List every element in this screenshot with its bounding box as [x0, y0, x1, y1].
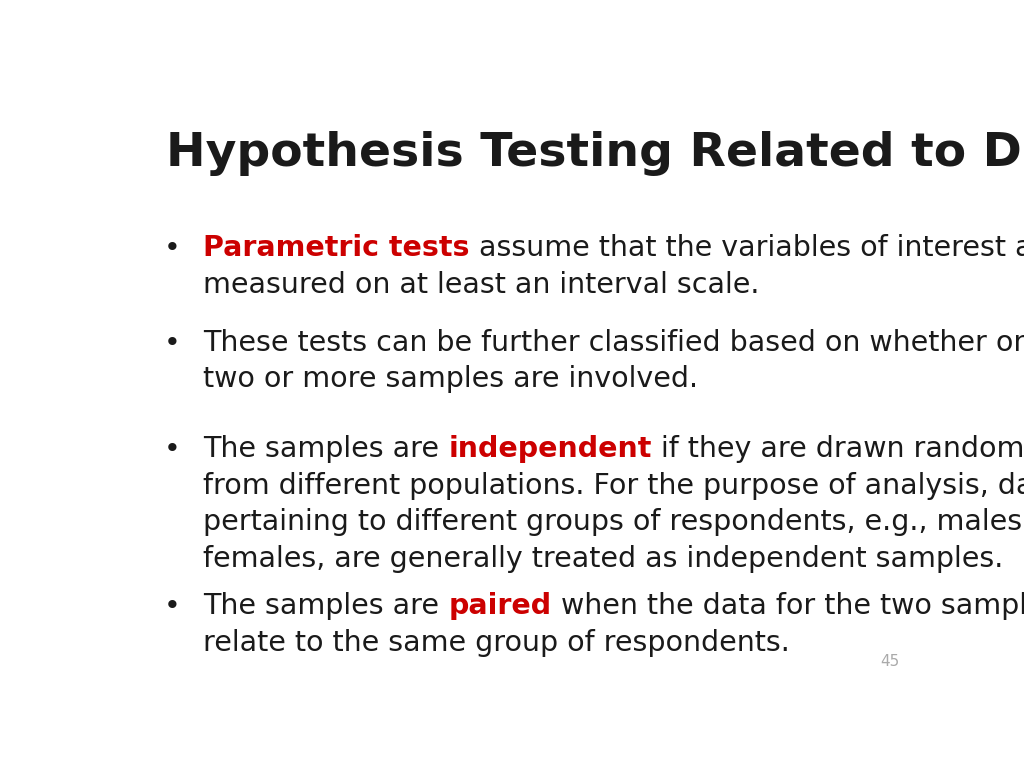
Text: if they are drawn randomly: if they are drawn randomly — [651, 435, 1024, 463]
Text: independent: independent — [449, 435, 651, 463]
Text: Parametric tests: Parametric tests — [204, 234, 470, 262]
Text: 45: 45 — [881, 654, 899, 669]
Text: pertaining to different groups of respondents, e.g., males and: pertaining to different groups of respon… — [204, 508, 1024, 537]
Text: The samples are: The samples are — [204, 592, 449, 620]
Text: when the data for the two samples: when the data for the two samples — [552, 592, 1024, 620]
Text: •: • — [163, 234, 180, 262]
Text: paired: paired — [449, 592, 552, 620]
Text: These tests can be further classified based on whether one or: These tests can be further classified ba… — [204, 329, 1024, 356]
Text: •: • — [163, 329, 180, 356]
Text: from different populations. For the purpose of analysis, data: from different populations. For the purp… — [204, 472, 1024, 500]
Text: females, are generally treated as independent samples.: females, are generally treated as indepe… — [204, 545, 1004, 573]
Text: The samples are: The samples are — [204, 435, 449, 463]
Text: measured on at least an interval scale.: measured on at least an interval scale. — [204, 271, 760, 299]
Text: assume that the variables of interest are: assume that the variables of interest ar… — [470, 234, 1024, 262]
Text: •: • — [163, 435, 180, 463]
Text: •: • — [163, 592, 180, 620]
Text: relate to the same group of respondents.: relate to the same group of respondents. — [204, 628, 791, 657]
Text: Hypothesis Testing Related to Differences: Hypothesis Testing Related to Difference… — [166, 131, 1024, 176]
Text: two or more samples are involved.: two or more samples are involved. — [204, 366, 698, 393]
